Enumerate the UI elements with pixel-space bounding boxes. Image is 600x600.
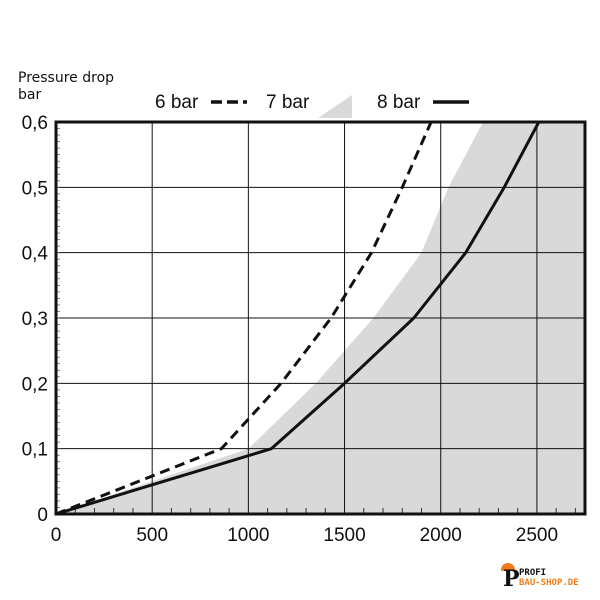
profi-bau-shop-logo: P PROFI BAU-SHOP.DE (497, 562, 597, 592)
y-tick-label: 0,3 (22, 309, 48, 330)
legend-label: 7 bar (266, 92, 310, 113)
y-tick-label: 0 (37, 505, 48, 526)
y-tick-label: 0,1 (22, 440, 48, 461)
series-line-6-bar (55, 121, 433, 516)
series-area-7-bar (56, 122, 585, 514)
legend: 6 bar 7 bar 8 bar (155, 92, 469, 118)
legend-label: 6 bar (155, 92, 199, 113)
plot-frame (54, 120, 587, 516)
x-tick-label: 1500 (323, 525, 365, 546)
x-tick-label: 500 (136, 525, 168, 546)
y-tick-label: 0,4 (22, 244, 49, 265)
legend-label: 8 bar (377, 92, 421, 113)
y-tick-label: 0,2 (22, 374, 48, 395)
x-tick-label: 2500 (516, 525, 558, 546)
y-axis-label: Pressure drop bar (18, 70, 115, 103)
x-tick-label: 1000 (227, 525, 269, 546)
logo-line2: BAU-SHOP.DE (519, 578, 579, 588)
y-tick-label: 0,5 (22, 178, 48, 199)
logo-line1: PROFI (519, 568, 547, 578)
x-tick-label: 2000 (420, 525, 462, 546)
x-tick-label: 0 (51, 525, 62, 546)
series-line-8-bar (55, 121, 541, 516)
helmet-icon (501, 563, 515, 571)
legend-swatch-area (318, 95, 352, 118)
logo-letter: P (503, 566, 520, 592)
y-tick-label: 0,6 (22, 113, 48, 134)
